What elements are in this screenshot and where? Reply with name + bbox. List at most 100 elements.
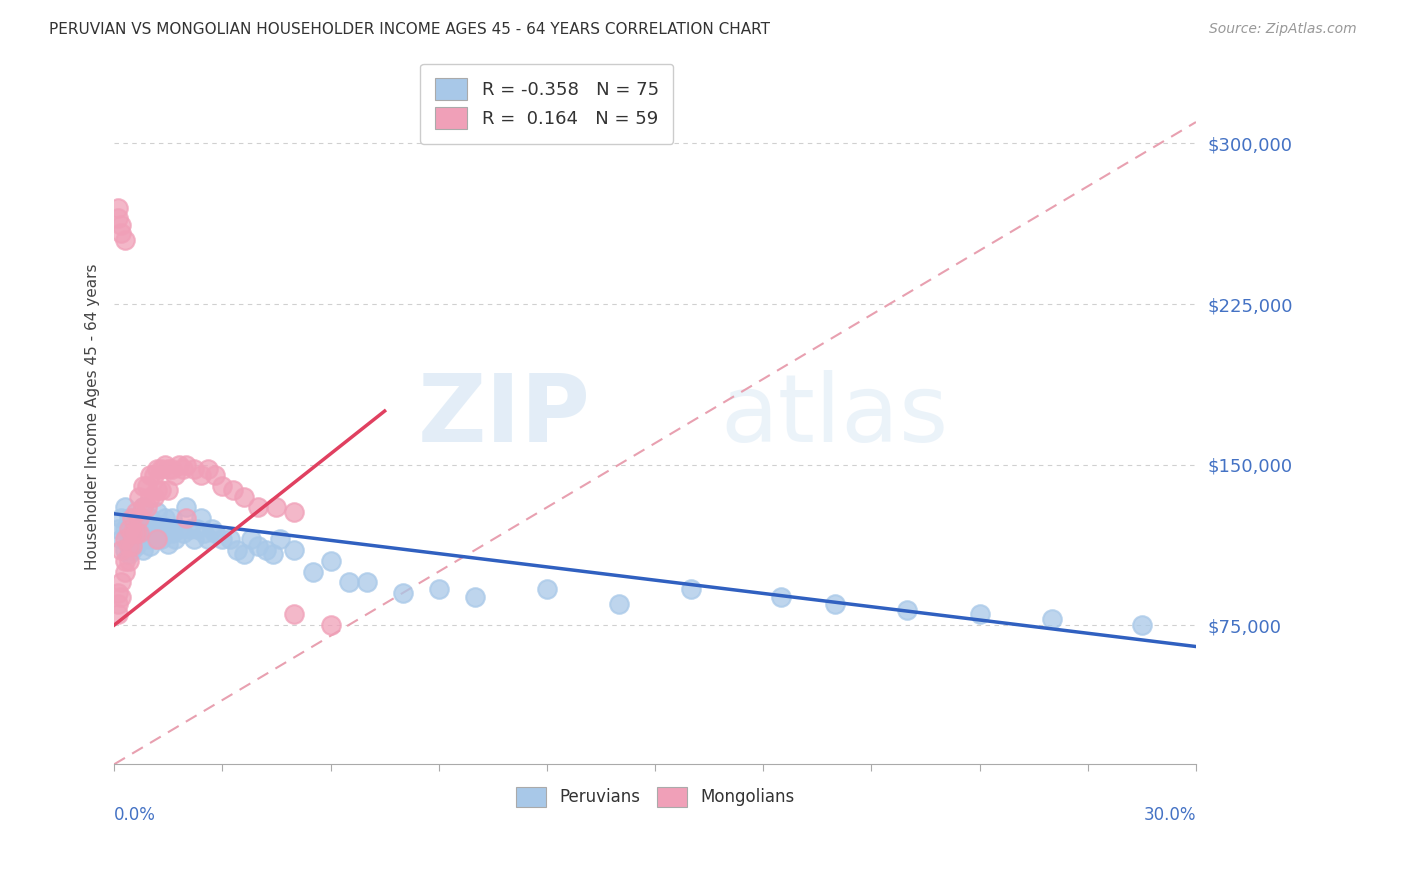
Point — [135, 479, 157, 493]
Point — [139, 490, 162, 504]
Point — [110, 533, 132, 547]
Point — [125, 511, 148, 525]
Point — [132, 543, 155, 558]
Point — [121, 539, 143, 553]
Point — [125, 526, 148, 541]
Point — [319, 618, 342, 632]
Point — [107, 211, 129, 226]
Point — [607, 597, 630, 611]
Point — [150, 533, 173, 547]
Point — [150, 517, 173, 532]
Point — [240, 533, 263, 547]
Point — [197, 533, 219, 547]
Point — [157, 462, 180, 476]
Text: atlas: atlas — [720, 370, 948, 462]
Point — [190, 511, 212, 525]
Point — [165, 468, 187, 483]
Point — [125, 505, 148, 519]
Y-axis label: Householder Income Ages 45 - 64 years: Householder Income Ages 45 - 64 years — [86, 263, 100, 570]
Point — [146, 533, 169, 547]
Point — [128, 533, 150, 547]
Point — [121, 533, 143, 547]
Point — [200, 522, 222, 536]
Point — [204, 526, 226, 541]
Point — [211, 479, 233, 493]
Point — [391, 586, 413, 600]
Point — [283, 607, 305, 622]
Point — [266, 500, 288, 515]
Point — [190, 468, 212, 483]
Point — [146, 505, 169, 519]
Point — [142, 522, 165, 536]
Point — [114, 565, 136, 579]
Point — [132, 500, 155, 515]
Point — [157, 483, 180, 498]
Point — [770, 591, 793, 605]
Point — [117, 539, 139, 553]
Point — [160, 462, 183, 476]
Point — [225, 543, 247, 558]
Point — [117, 522, 139, 536]
Point — [167, 522, 190, 536]
Point — [132, 526, 155, 541]
Point — [183, 462, 205, 476]
Point — [254, 543, 277, 558]
Point — [176, 511, 198, 525]
Point — [262, 548, 284, 562]
Point — [117, 511, 139, 525]
Point — [117, 554, 139, 568]
Point — [160, 511, 183, 525]
Point — [107, 586, 129, 600]
Point — [110, 575, 132, 590]
Point — [186, 522, 208, 536]
Text: 0.0%: 0.0% — [114, 806, 156, 824]
Point — [114, 500, 136, 515]
Point — [110, 591, 132, 605]
Point — [128, 522, 150, 536]
Point — [197, 462, 219, 476]
Point — [121, 543, 143, 558]
Point — [211, 533, 233, 547]
Point — [153, 526, 176, 541]
Point — [107, 522, 129, 536]
Point — [172, 462, 194, 476]
Point — [165, 533, 187, 547]
Point — [204, 468, 226, 483]
Text: Source: ZipAtlas.com: Source: ZipAtlas.com — [1209, 22, 1357, 37]
Point — [969, 607, 991, 622]
Point — [121, 526, 143, 541]
Point — [114, 543, 136, 558]
Point — [142, 490, 165, 504]
Point — [107, 597, 129, 611]
Point — [824, 597, 846, 611]
Point — [128, 490, 150, 504]
Point — [176, 500, 198, 515]
Point — [114, 554, 136, 568]
Point — [319, 554, 342, 568]
Point — [150, 462, 173, 476]
Point — [139, 468, 162, 483]
Legend: Peruvians, Mongolians: Peruvians, Mongolians — [505, 775, 806, 819]
Point — [167, 458, 190, 472]
Point — [125, 539, 148, 553]
Point — [179, 522, 201, 536]
Point — [464, 591, 486, 605]
Point — [107, 201, 129, 215]
Point — [176, 458, 198, 472]
Point — [139, 526, 162, 541]
Point — [247, 500, 270, 515]
Point — [1130, 618, 1153, 632]
Point — [283, 505, 305, 519]
Point — [114, 233, 136, 247]
Point — [146, 526, 169, 541]
Point — [121, 511, 143, 525]
Point — [153, 511, 176, 525]
Point — [107, 607, 129, 622]
Point — [117, 548, 139, 562]
Point — [110, 218, 132, 232]
Point — [139, 539, 162, 553]
Point — [139, 511, 162, 525]
Point — [233, 490, 256, 504]
Point — [150, 483, 173, 498]
Point — [218, 533, 240, 547]
